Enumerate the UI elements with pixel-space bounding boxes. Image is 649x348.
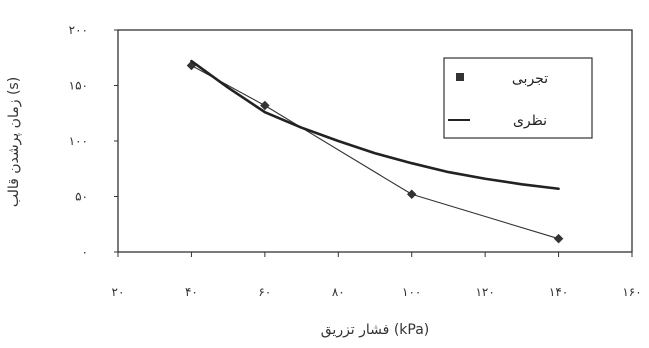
x-tick-label: ۱۴۰ xyxy=(549,285,568,299)
y-tick-label: ۱۰۰ xyxy=(69,134,88,148)
y-axis-ticks: ۰ ۵۰ ۱۰۰ ۱۵۰ ۲۰۰ xyxy=(69,23,118,259)
x-tick-label: ۱۶۰ xyxy=(622,285,641,299)
x-tick-label: ۶۰ xyxy=(258,285,271,299)
legend: تجربی نظری xyxy=(443,57,593,139)
x-axis-title: فشار تزریق (kPa) xyxy=(321,322,430,338)
x-tick-label: ۱۰۰ xyxy=(402,285,421,299)
legend-box xyxy=(443,57,593,139)
experimental-data-point xyxy=(406,189,417,200)
y-tick-label: ۲۰۰ xyxy=(69,23,88,37)
x-tick-label: ۲۰ xyxy=(112,285,125,299)
legend-label: نظری xyxy=(513,113,547,129)
x-tick-label: ۴۰ xyxy=(185,285,198,299)
y-tick-label: ۵۰ xyxy=(75,190,88,204)
legend-marker-experimental xyxy=(456,73,464,81)
x-axis-ticks: ۲۰ ۴۰ ۶۰ ۸۰ ۱۰۰ ۱۲۰ ۱۴۰ ۱۶۰ xyxy=(112,252,642,299)
experimental-series-line xyxy=(190,64,560,240)
x-tick-label: ۱۲۰ xyxy=(475,285,494,299)
y-tick-label: ۱۵۰ xyxy=(69,79,88,93)
theoretical-series-line xyxy=(190,59,560,191)
y-tick-label: ۰ xyxy=(82,245,88,259)
legend-label: تجربی xyxy=(512,71,548,87)
series-layer xyxy=(186,59,564,244)
experimental-data-point xyxy=(553,233,564,244)
experimental-data-point xyxy=(260,100,270,111)
y-axis-title: زمان پرشدن قالب (s) xyxy=(6,77,22,207)
x-tick-label: ۸۰ xyxy=(332,285,345,299)
